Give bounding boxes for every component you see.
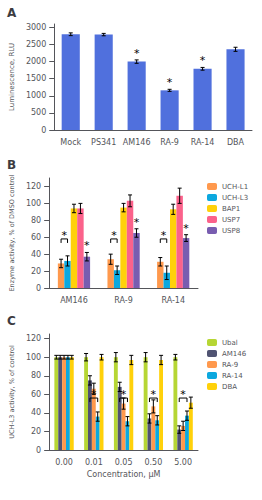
svg-text:*: * xyxy=(134,47,140,60)
svg-text:80: 80 xyxy=(31,371,41,380)
svg-text:RA-14: RA-14 xyxy=(191,138,215,147)
svg-text:RA-14: RA-14 xyxy=(161,296,185,305)
svg-text:DBA: DBA xyxy=(227,138,245,147)
svg-text:*: * xyxy=(200,54,206,67)
svg-text:AM146: AM146 xyxy=(123,138,151,147)
svg-text:RA-9: RA-9 xyxy=(114,296,133,305)
svg-text:UCH-L1: UCH-L1 xyxy=(222,183,248,191)
svg-text:*: * xyxy=(111,229,117,242)
svg-text:Ubal: Ubal xyxy=(222,339,238,347)
svg-text:0: 0 xyxy=(36,284,41,293)
svg-text:5.00: 5.00 xyxy=(174,458,192,467)
svg-text:1500: 1500 xyxy=(26,74,46,83)
svg-text:2000: 2000 xyxy=(26,57,46,66)
svg-text:C: C xyxy=(7,314,16,328)
svg-text:*: * xyxy=(121,388,127,401)
svg-text:20: 20 xyxy=(31,267,41,276)
svg-text:3000: 3000 xyxy=(26,23,46,32)
svg-text:*: * xyxy=(62,229,68,242)
svg-text:20: 20 xyxy=(31,427,41,436)
svg-text:*: * xyxy=(161,229,167,242)
svg-text:RA-14: RA-14 xyxy=(222,372,243,380)
svg-text:RA-9: RA-9 xyxy=(222,361,238,369)
svg-text:0.50: 0.50 xyxy=(144,458,162,467)
svg-text:A: A xyxy=(7,6,17,20)
svg-text:Luminescence, RLU: Luminescence, RLU xyxy=(8,43,16,111)
svg-text:*: * xyxy=(183,222,189,235)
svg-text:60: 60 xyxy=(31,233,41,242)
svg-text:2500: 2500 xyxy=(26,40,46,49)
svg-text:100: 100 xyxy=(26,353,41,362)
svg-text:*: * xyxy=(167,76,173,89)
svg-text:*: * xyxy=(84,239,90,252)
svg-text:UCH-L3: UCH-L3 xyxy=(222,194,248,202)
svg-text:UCH-L3 activity, % of control: UCH-L3 activity, % of control xyxy=(8,345,16,439)
svg-text:B: B xyxy=(7,158,16,172)
svg-text:Enzyme activity, % of DMSO con: Enzyme activity, % of DMSO control xyxy=(8,174,16,291)
svg-text:AM146: AM146 xyxy=(60,296,88,305)
svg-text:1000: 1000 xyxy=(26,91,46,100)
svg-text:*: * xyxy=(151,388,157,401)
svg-text:Concentration, µM: Concentration, µM xyxy=(87,470,161,479)
svg-text:500: 500 xyxy=(31,108,46,117)
svg-text:120: 120 xyxy=(26,182,41,191)
svg-text:120: 120 xyxy=(26,334,41,343)
svg-text:BAP1: BAP1 xyxy=(222,205,240,213)
svg-text:0.00: 0.00 xyxy=(55,458,73,467)
svg-text:40: 40 xyxy=(31,408,41,417)
svg-text:0: 0 xyxy=(41,126,46,135)
svg-text:80: 80 xyxy=(31,216,41,225)
svg-text:0: 0 xyxy=(36,446,41,455)
svg-text:PS341: PS341 xyxy=(91,138,116,147)
svg-text:40: 40 xyxy=(31,250,41,259)
svg-text:0.05: 0.05 xyxy=(115,458,133,467)
svg-text:RA-9: RA-9 xyxy=(160,138,179,147)
svg-text:USP8: USP8 xyxy=(222,227,240,235)
svg-text:*: * xyxy=(91,388,97,401)
svg-text:60: 60 xyxy=(31,390,41,399)
svg-text:0.01: 0.01 xyxy=(85,458,103,467)
svg-text:*: * xyxy=(134,216,140,229)
svg-text:DBA: DBA xyxy=(222,383,237,391)
svg-text:AM146: AM146 xyxy=(222,350,247,358)
svg-text:100: 100 xyxy=(26,199,41,208)
svg-text:Mock: Mock xyxy=(60,138,81,147)
svg-text:*: * xyxy=(180,388,186,401)
svg-text:USP7: USP7 xyxy=(222,216,240,224)
